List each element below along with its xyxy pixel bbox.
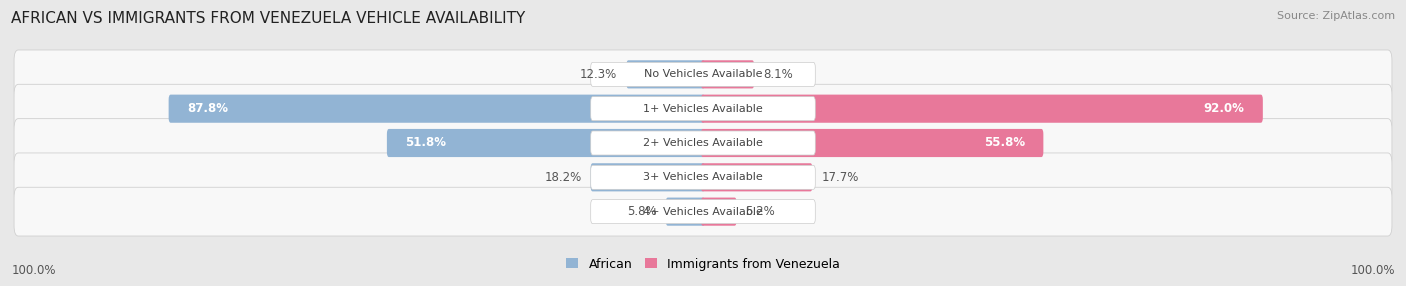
FancyBboxPatch shape: [666, 198, 704, 226]
Text: Source: ZipAtlas.com: Source: ZipAtlas.com: [1277, 11, 1395, 21]
FancyBboxPatch shape: [14, 119, 1392, 167]
Text: 92.0%: 92.0%: [1204, 102, 1244, 115]
FancyBboxPatch shape: [591, 62, 815, 86]
FancyBboxPatch shape: [14, 153, 1392, 202]
FancyBboxPatch shape: [591, 200, 815, 224]
Text: 3+ Vehicles Available: 3+ Vehicles Available: [643, 172, 763, 182]
FancyBboxPatch shape: [14, 187, 1392, 236]
Legend: African, Immigrants from Venezuela: African, Immigrants from Venezuela: [567, 258, 839, 271]
FancyBboxPatch shape: [14, 84, 1392, 133]
Text: 55.8%: 55.8%: [984, 136, 1025, 150]
FancyBboxPatch shape: [591, 97, 815, 121]
FancyBboxPatch shape: [169, 95, 704, 123]
FancyBboxPatch shape: [702, 198, 737, 226]
Text: 18.2%: 18.2%: [544, 171, 582, 184]
Text: 17.7%: 17.7%: [821, 171, 859, 184]
Text: AFRICAN VS IMMIGRANTS FROM VENEZUELA VEHICLE AVAILABILITY: AFRICAN VS IMMIGRANTS FROM VENEZUELA VEH…: [11, 11, 526, 26]
Text: 100.0%: 100.0%: [1350, 265, 1395, 277]
FancyBboxPatch shape: [702, 163, 813, 191]
Text: 100.0%: 100.0%: [11, 265, 56, 277]
FancyBboxPatch shape: [591, 163, 704, 191]
Text: 51.8%: 51.8%: [405, 136, 447, 150]
FancyBboxPatch shape: [387, 129, 704, 157]
Text: 8.1%: 8.1%: [763, 68, 793, 81]
Text: No Vehicles Available: No Vehicles Available: [644, 69, 762, 79]
FancyBboxPatch shape: [702, 95, 1263, 123]
FancyBboxPatch shape: [14, 50, 1392, 99]
Text: 2+ Vehicles Available: 2+ Vehicles Available: [643, 138, 763, 148]
FancyBboxPatch shape: [626, 60, 704, 88]
FancyBboxPatch shape: [702, 129, 1043, 157]
FancyBboxPatch shape: [591, 165, 815, 189]
Text: 4+ Vehicles Available: 4+ Vehicles Available: [643, 207, 763, 217]
FancyBboxPatch shape: [702, 60, 754, 88]
Text: 5.8%: 5.8%: [627, 205, 657, 218]
Text: 1+ Vehicles Available: 1+ Vehicles Available: [643, 104, 763, 114]
FancyBboxPatch shape: [591, 131, 815, 155]
Text: 87.8%: 87.8%: [187, 102, 228, 115]
Text: 5.2%: 5.2%: [745, 205, 775, 218]
Text: 12.3%: 12.3%: [581, 68, 617, 81]
